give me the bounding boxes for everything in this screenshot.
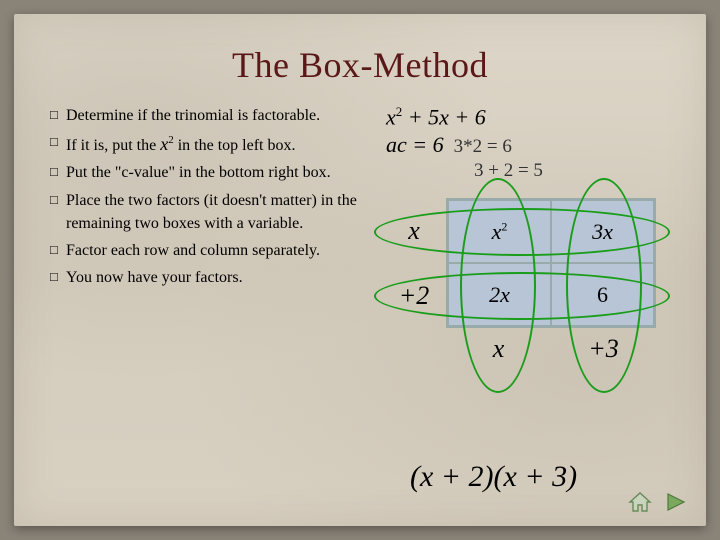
content-row: □ Determine if the trinomial is factorab… [14, 86, 706, 398]
list-item: □ If it is, put the x2 in the top left b… [50, 131, 370, 157]
bullet-box-icon: □ [50, 266, 66, 289]
bullet-text: If it is, put the x2 in the top left box… [66, 131, 370, 157]
box-diagram: x +2 x2 3x 2x 6 x +3 [386, 198, 666, 398]
list-item: □ Factor each row and column separately. [50, 239, 370, 262]
grid-cell: 3x [551, 200, 654, 263]
col-label: x [446, 334, 551, 364]
home-icon [627, 491, 653, 513]
bullet-box-icon: □ [50, 161, 66, 184]
bullet-text: Determine if the trinomial is factorable… [66, 104, 370, 127]
bullet-text: Factor each row and column separately. [66, 239, 370, 262]
row-label: +2 [386, 263, 442, 328]
bullet-box-icon: □ [50, 104, 66, 127]
trinomial-equation: x2 + 5x + 6 [386, 104, 678, 130]
factored-answer: (x + 2)(x + 3) [410, 460, 577, 494]
slide-paper: The Box-Method □ Determine if the trinom… [14, 14, 706, 526]
bullet-list: □ Determine if the trinomial is factorab… [50, 104, 370, 398]
next-icon [664, 491, 688, 513]
ac-expansion: 3*2 = 6 [454, 136, 512, 158]
sum-equation: 3 + 2 = 5 [386, 160, 678, 182]
factor-grid: x2 3x 2x 6 [446, 198, 656, 328]
next-button[interactable] [662, 490, 690, 514]
grid-cell: 2x [448, 263, 551, 326]
nav-controls [626, 490, 690, 514]
home-button[interactable] [626, 490, 654, 514]
row-label: x [386, 198, 442, 263]
list-item: □ Determine if the trinomial is factorab… [50, 104, 370, 127]
bullet-text: Place the two factors (it doesn't matter… [66, 189, 370, 235]
worked-example: x2 + 5x + 6 ac = 6 3*2 = 6 3 + 2 = 5 x +… [386, 104, 678, 398]
ac-equation: ac = 6 3*2 = 6 [386, 132, 678, 158]
grid-cell: x2 [448, 200, 551, 263]
grid-cell: 6 [551, 263, 654, 326]
bullet-box-icon: □ [50, 189, 66, 235]
bullet-text: Put the "c-value" in the bottom right bo… [66, 161, 370, 184]
bullet-box-icon: □ [50, 131, 66, 157]
x-squared-inline: x2 [160, 134, 174, 154]
bullet-box-icon: □ [50, 239, 66, 262]
list-item: □ Place the two factors (it doesn't matt… [50, 189, 370, 235]
col-label: +3 [551, 334, 656, 364]
bullet-text: You now have your factors. [66, 266, 370, 289]
list-item: □ Put the "c-value" in the bottom right … [50, 161, 370, 184]
list-item: □ You now have your factors. [50, 266, 370, 289]
slide-title: The Box-Method [14, 14, 706, 86]
